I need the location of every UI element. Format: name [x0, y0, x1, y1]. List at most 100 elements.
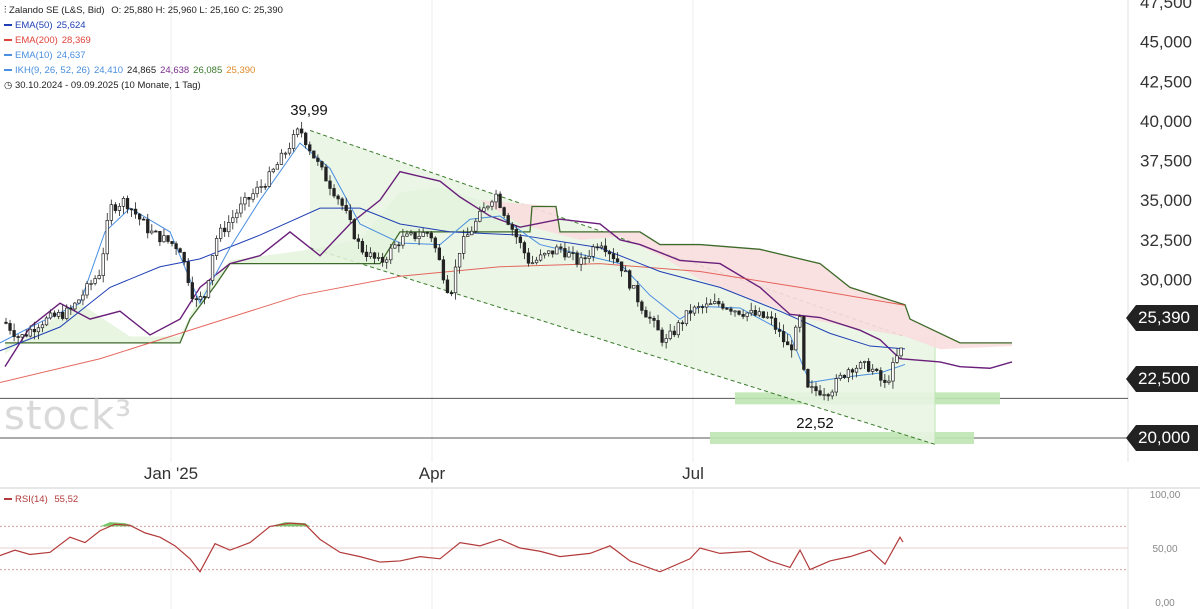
candle-body: [514, 229, 518, 238]
legend-ema10[interactable]: EMA(10) 24,637: [4, 48, 283, 63]
candle-body: [611, 253, 616, 260]
candle-body: [785, 341, 790, 346]
candle-body: [806, 369, 810, 388]
candle-body: [295, 128, 300, 135]
candle-body: [547, 250, 551, 254]
candle-body: [530, 262, 535, 265]
candle-body: [887, 380, 891, 383]
candle-body: [105, 220, 109, 255]
candle-body: [255, 186, 259, 195]
candle-body: [312, 150, 316, 159]
candle-body: [619, 261, 624, 272]
candle-body: [441, 259, 446, 281]
candle-body: [692, 306, 697, 314]
candle-body: [640, 301, 644, 311]
candle-body: [822, 394, 826, 396]
candle-body: [830, 391, 834, 397]
candle-body: [745, 312, 749, 317]
candle-body: [790, 344, 794, 351]
candle-body: [356, 238, 360, 242]
candle-body: [182, 251, 186, 263]
candle-body: [676, 322, 680, 336]
rsi-tick-label: 100,00: [1150, 490, 1181, 501]
legend-ikh[interactable]: IKH(9, 26, 52, 26) 24,410 24,865 24,638 26,0…: [4, 63, 283, 78]
candle-body: [506, 215, 510, 225]
candle-body: [372, 252, 377, 259]
x-tick-label: Jul: [682, 464, 704, 483]
candle-body: [794, 326, 798, 351]
candle-body: [44, 317, 49, 326]
candle-body: [453, 266, 458, 294]
candle-body: [494, 193, 498, 203]
ema10-swatch: [4, 54, 12, 57]
candle-body: [603, 245, 608, 253]
candle-body: [834, 378, 838, 393]
candle-body: [761, 311, 765, 318]
candle-body: [534, 259, 539, 264]
candle-body: [599, 245, 603, 248]
candle-body: [247, 197, 251, 200]
support-tag-22500: 22,500: [1126, 366, 1198, 392]
chart-legend: ⫶ Zalando SE (L&S, Bid) O: 25,880 H: 25,…: [4, 3, 283, 93]
candle-body: [85, 283, 89, 296]
legend-ema200[interactable]: EMA(200) 28,369: [4, 33, 283, 48]
date-range: 30.10.2024 - 09.09.2025 (10 Monate, 1 Ta…: [14, 80, 201, 91]
candle-body: [69, 307, 73, 310]
candle-body: [89, 283, 93, 285]
candle-body: [381, 257, 385, 263]
candle-body: [429, 232, 433, 239]
candle-body: [235, 212, 239, 219]
candle-body: [688, 310, 693, 314]
candle-body: [393, 244, 397, 249]
candles-group: [4, 121, 903, 401]
candle-body: [397, 244, 401, 247]
candle-body: [470, 230, 474, 236]
candle-body: [802, 316, 806, 370]
candle-body: [73, 302, 77, 310]
candle-body: [518, 236, 522, 243]
candle-body: [587, 255, 591, 259]
high-annotation: 39,99: [290, 102, 328, 119]
candle-body: [522, 242, 527, 254]
candle-body: [401, 235, 405, 246]
candle-body: [162, 235, 166, 243]
ikh-label: IKH(9, 26, 52, 26): [15, 65, 90, 76]
candle-body: [101, 253, 105, 276]
candle-body: [174, 243, 178, 250]
candle-body: [838, 374, 842, 379]
candle-body: [97, 275, 101, 279]
candle-body: [198, 296, 203, 300]
candle-body: [324, 166, 328, 182]
candle-body: [466, 234, 470, 237]
candle-body: [287, 148, 292, 154]
y-tick-label: 30,000: [1140, 270, 1192, 289]
candle-body: [113, 204, 118, 211]
candle-body: [308, 144, 312, 152]
candle-body: [194, 298, 199, 301]
candle-body: [186, 261, 190, 283]
candle-body: [425, 232, 429, 234]
y-tick-label: 45,000: [1140, 33, 1192, 52]
legend-title-row: ⫶ Zalando SE (L&S, Bid) O: 25,880 H: 25,…: [4, 3, 283, 18]
candle-body: [32, 328, 36, 333]
candle-body: [56, 311, 61, 317]
candle-body: [142, 218, 146, 221]
candle-body: [704, 303, 709, 308]
candle-body: [61, 311, 65, 319]
candle-body: [421, 232, 425, 237]
candle-body: [52, 312, 57, 317]
ichimoku-cloud-bull: [5, 187, 556, 354]
legend-ema50[interactable]: EMA(50) 25,624: [4, 18, 283, 33]
candle-body: [850, 369, 855, 373]
rsi-legend[interactable]: RSI(14) 55,52: [4, 494, 78, 505]
candle-body: [733, 310, 737, 313]
candle-body: [320, 161, 324, 168]
candle-body: [891, 362, 895, 382]
clock-icon: ◷: [4, 80, 13, 91]
candle-body: [591, 246, 595, 257]
candle-body: [283, 152, 288, 155]
y-tick-label: 40,000: [1140, 112, 1192, 131]
candle-body: [77, 299, 81, 304]
y-tick-label: 42,500: [1140, 72, 1192, 91]
candle-body: [684, 310, 689, 324]
